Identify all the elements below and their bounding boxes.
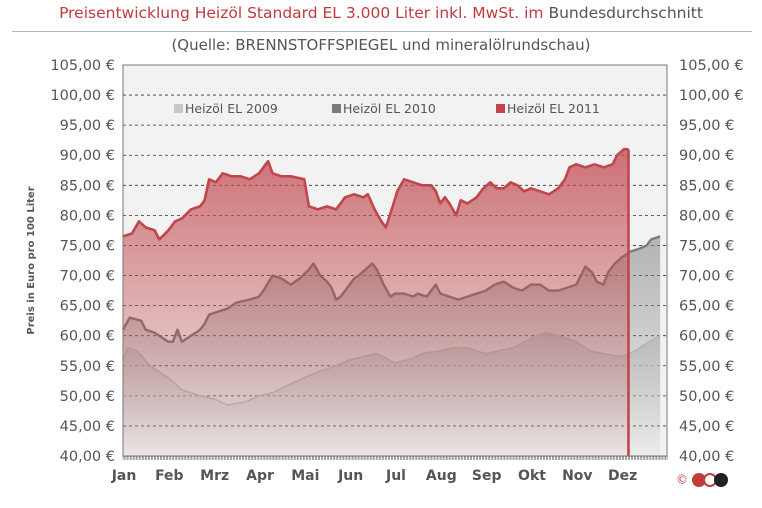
xtick-label-Jan: Jan: [111, 468, 137, 484]
copyright-sign: ©: [676, 472, 688, 487]
ytick-label-left-65: 65,00 €: [60, 299, 115, 315]
series-line-3: [122, 147, 629, 241]
legend-swatch-1: [174, 104, 183, 113]
ytick-label-right-70: 70,00 €: [679, 269, 734, 285]
xtick-label-Okt: Okt: [518, 468, 546, 484]
brand-logo: ©: [676, 472, 728, 488]
title-divider: [12, 31, 752, 32]
ytick-label-right-45: 45,00 €: [679, 419, 734, 435]
xtick-label-Sep: Sep: [472, 468, 502, 484]
ytick-label-right-95: 95,00 €: [679, 118, 734, 134]
ytick-label-right-100: 100,00 €: [679, 88, 744, 104]
ytick-label-right-105: 105,00 €: [679, 58, 744, 74]
ytick-label-left-90: 90,00 €: [60, 148, 115, 164]
ytick-label-right-75: 75,00 €: [679, 238, 734, 254]
xtick-label-Mai: Mai: [291, 468, 319, 484]
ytick-label-right-85: 85,00 €: [679, 178, 734, 194]
ytick-label-right-90: 90,00 €: [679, 148, 734, 164]
xtick-label-Apr: Apr: [246, 468, 274, 484]
ytick-label-left-70: 70,00 €: [60, 269, 115, 285]
ytick-label-left-45: 45,00 €: [60, 419, 115, 435]
ytick-label-right-50: 50,00 €: [679, 389, 734, 405]
ytick-label-right-40: 40,00 €: [679, 449, 734, 465]
ytick-label-right-80: 80,00 €: [679, 208, 734, 224]
ytick-label-left-95: 95,00 €: [60, 118, 115, 134]
xtick-label-Aug: Aug: [426, 468, 457, 484]
xtick-label-Dez: Dez: [608, 468, 637, 484]
ytick-label-left-75: 75,00 €: [60, 238, 115, 254]
chart-subtitle: (Quelle: BRENNSTOFFSPIEGEL und mineralöl…: [171, 36, 591, 54]
series-area-3: [123, 149, 629, 456]
ytick-label-right-60: 60,00 €: [679, 329, 734, 345]
title-dark-part: Bundesdurchschnitt: [548, 4, 703, 22]
xtick-label-Nov: Nov: [562, 468, 592, 484]
title-red-part: Preisentwicklung Heizöl Standard EL 3.00…: [59, 4, 549, 22]
legend-label-1: Heizöl EL 2009: [185, 101, 278, 116]
xtick-label-Feb: Feb: [155, 468, 184, 484]
ytick-label-left-55: 55,00 €: [60, 359, 115, 375]
legend-label-2: Heizöl EL 2010: [343, 101, 436, 116]
ytick-label-right-55: 55,00 €: [679, 359, 734, 375]
ytick-label-left-85: 85,00 €: [60, 178, 115, 194]
y-axis-title: Preis in Euro pro 100 Liter: [26, 186, 37, 334]
xtick-label-Mrz: Mrz: [200, 468, 229, 484]
ytick-label-left-60: 60,00 €: [60, 329, 115, 345]
ceo-logo-icon: [691, 472, 728, 488]
ytick-label-left-50: 50,00 €: [60, 389, 115, 405]
plot-border: [122, 64, 668, 457]
ytick-label-left-100: 100,00 €: [50, 88, 115, 104]
xtick-label-Jun: Jun: [337, 468, 363, 484]
chart-title: Preisentwicklung Heizöl Standard EL 3.00…: [0, 4, 762, 22]
xtick-label-Jul: Jul: [385, 468, 406, 484]
legend-swatch-3: [496, 104, 505, 113]
ytick-label-left-80: 80,00 €: [60, 208, 115, 224]
legend-label-3: Heizöl EL 2011: [507, 101, 600, 116]
ytick-label-left-105: 105,00 €: [50, 58, 115, 74]
legend-swatch-2: [332, 104, 341, 113]
ytick-label-left-40: 40,00 €: [60, 449, 115, 465]
ytick-label-right-65: 65,00 €: [679, 299, 734, 315]
